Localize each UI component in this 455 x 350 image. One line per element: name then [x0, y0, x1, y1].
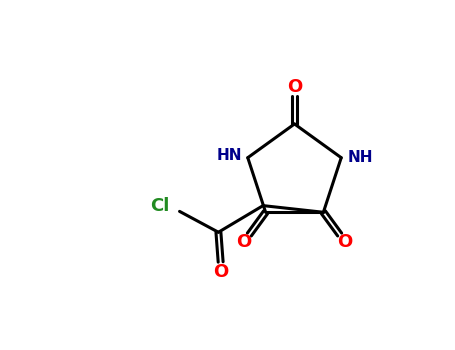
Text: O: O [287, 78, 302, 96]
Text: O: O [213, 263, 228, 281]
Text: HN: HN [217, 148, 243, 163]
Text: NH: NH [348, 150, 374, 165]
Text: Cl: Cl [150, 197, 169, 215]
Text: O: O [237, 233, 252, 251]
Text: O: O [337, 233, 353, 251]
